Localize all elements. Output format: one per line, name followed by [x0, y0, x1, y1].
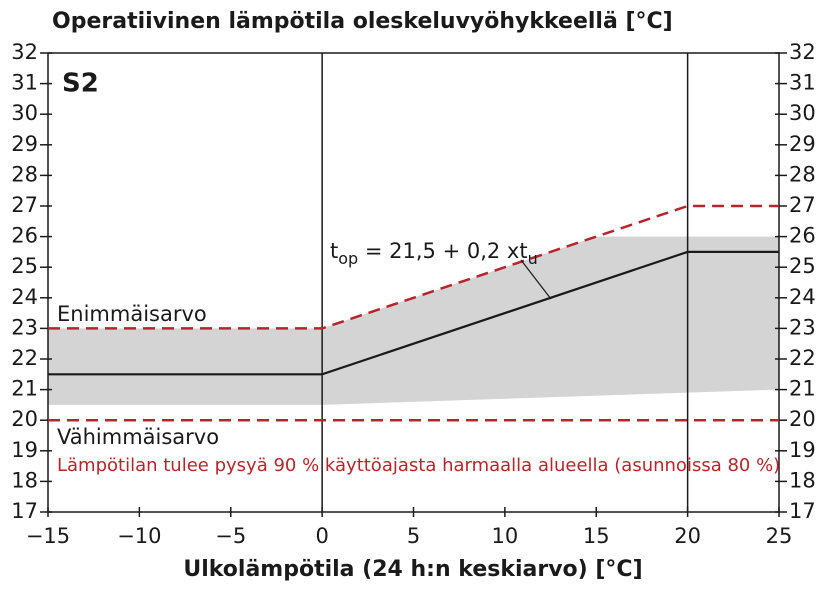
y2-tick-label: 24 — [789, 285, 816, 309]
formula-leader — [520, 259, 552, 300]
note: Lämpötilan tulee pysyä 90 % käyttöajasta… — [57, 455, 780, 476]
formula-part: t — [330, 239, 338, 263]
series-line — [48, 250, 779, 376]
x-tick-label: −5 — [215, 524, 246, 548]
label-bg — [58, 66, 100, 100]
x-axis-label: Ulkolämpötila (24 h:n keskiarvo) [°C] — [183, 557, 642, 582]
y2-tick-label: 27 — [789, 193, 816, 217]
y-tick-label: 23 — [11, 315, 38, 339]
y2-tick-label: 21 — [789, 377, 816, 401]
chart-title: Operatiivinen lämpötila oleskeluvyöhykke… — [52, 9, 673, 34]
y-tick-label: 20 — [11, 407, 38, 431]
y-tick-label: 28 — [11, 162, 38, 186]
formula-part: op — [338, 249, 358, 268]
y-tick-label: 30 — [11, 101, 38, 125]
y2-tick-label: 18 — [789, 468, 816, 492]
series-line — [48, 204, 779, 330]
y-tick-label: 21 — [11, 377, 38, 401]
y2-tick-label: 23 — [789, 315, 816, 339]
formula: top = 21,5 + 0,2 xtu — [330, 239, 538, 268]
x-tick-label: 0 — [315, 524, 328, 548]
panel-label: S2 — [62, 69, 99, 99]
y2-tick-label: 25 — [789, 254, 816, 278]
x-tick-label: −10 — [117, 524, 161, 548]
x-tick-label: 25 — [766, 524, 793, 548]
y-tick-label: 32 — [11, 40, 38, 64]
y-tick-label: 25 — [11, 254, 38, 278]
formula-part: u — [528, 249, 538, 268]
y-tick-label: 17 — [11, 499, 38, 523]
y-tick-label: 26 — [11, 224, 38, 248]
y-tick-label: 27 — [11, 193, 38, 217]
y-tick-label: 31 — [11, 71, 38, 95]
comfort-area — [48, 236, 779, 405]
x-tick-label: 10 — [492, 524, 519, 548]
x-tick-label: 15 — [583, 524, 610, 548]
max-label: Enimmäisarvo — [57, 302, 207, 326]
x-tick-label: 20 — [674, 524, 701, 548]
y2-tick-label: 19 — [789, 438, 816, 462]
y2-tick-label: 26 — [789, 224, 816, 248]
y-tick-label: 22 — [11, 346, 38, 370]
y2-tick-label: 29 — [789, 132, 816, 156]
y2-tick-label: 22 — [789, 346, 816, 370]
y-tick-label: 24 — [11, 285, 38, 309]
x-tick-label: −15 — [26, 524, 70, 548]
y2-tick-label: 28 — [789, 162, 816, 186]
formula-part: = 21,5 + 0,2 xt — [358, 239, 527, 263]
y-tick-label: 19 — [11, 438, 38, 462]
y2-tick-label: 30 — [789, 101, 816, 125]
y2-tick-label: 31 — [789, 71, 816, 95]
y2-tick-label: 32 — [789, 40, 816, 64]
x-tick-label: 5 — [407, 524, 420, 548]
min-label: Vähimmäisarvo — [57, 425, 219, 449]
y2-tick-label: 17 — [789, 499, 816, 523]
y2-tick-label: 20 — [789, 407, 816, 431]
y-tick-label: 29 — [11, 132, 38, 156]
y-tick-label: 18 — [11, 468, 38, 492]
